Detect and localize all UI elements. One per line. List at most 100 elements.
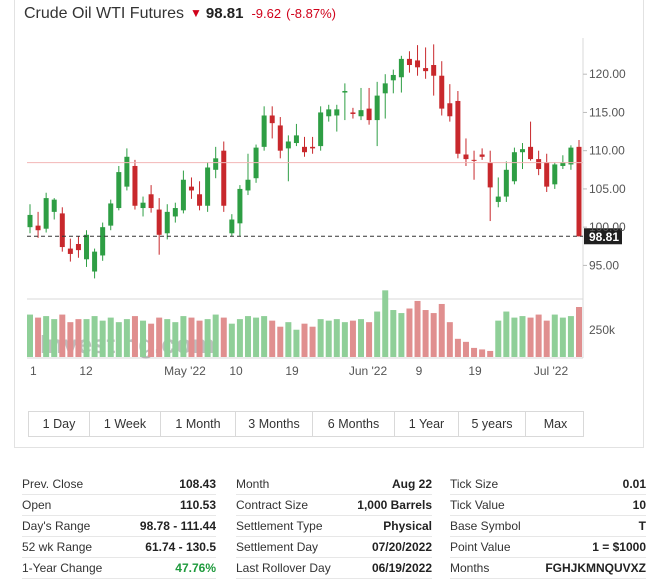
y-tick-label: 120.00	[589, 67, 626, 81]
candle-body	[390, 74, 396, 81]
price-change-percent: (-8.87%)	[286, 6, 336, 21]
volume-bar	[333, 319, 340, 357]
stat-row: Settlement Type Physical	[236, 516, 432, 537]
time-range-tabs: 1 Day 1 Week 1 Month 3 Months 6 Months 1 Year…	[28, 411, 584, 437]
stats-column-1: Prev. Close 108.43 Open 110.53 Day's Range 98…	[22, 474, 216, 579]
volume-bar	[253, 317, 260, 357]
candle-body	[269, 115, 275, 124]
price-change: -9.62	[251, 6, 282, 21]
x-tick-label: Jul '22	[534, 364, 569, 378]
candle-body	[67, 248, 73, 254]
volume-bar	[398, 313, 405, 357]
stat-label: Tick Value	[450, 498, 505, 512]
volume-bar	[228, 323, 235, 357]
stat-value: FGHJKMNQUVXZ	[545, 561, 646, 575]
volume-bar	[180, 316, 187, 357]
volume-bar	[543, 320, 550, 357]
candle-body	[374, 95, 380, 121]
candle-body	[229, 219, 235, 234]
candle-body	[277, 125, 283, 151]
candle-body	[447, 103, 453, 117]
volume-bar	[59, 314, 66, 357]
candle-body	[576, 146, 582, 237]
volume-bar	[269, 320, 276, 357]
range-tab-6-months[interactable]: 6 Months	[313, 412, 395, 436]
stat-value: 47.76%	[175, 561, 216, 575]
price-chart[interactable]: Investing.com 98.81 120.00115.00110.0010…	[0, 0, 659, 400]
arrow-down-icon: ▼	[190, 6, 202, 20]
candle-body	[148, 194, 154, 209]
stat-value: Aug 22	[391, 477, 432, 491]
volume-bar	[390, 310, 397, 357]
candle-body	[156, 209, 162, 235]
range-tab-max[interactable]: Max	[543, 417, 568, 431]
stat-label: 52 wk Range	[22, 540, 93, 554]
volume-bar	[567, 316, 574, 357]
volume-bar	[479, 349, 486, 357]
range-tab-1-week[interactable]: 1 Week	[90, 412, 161, 436]
volume-bar	[244, 316, 251, 357]
stat-row: Last Rollover Day 06/19/2022	[236, 558, 432, 579]
candle-body	[237, 188, 243, 224]
volume-bar	[511, 317, 518, 357]
stat-label: Base Symbol	[450, 519, 521, 533]
candle-body	[310, 146, 316, 149]
candle-body	[366, 108, 372, 121]
x-tick-label: 19	[468, 364, 482, 378]
volume-bar	[75, 319, 82, 357]
range-tab-1-year[interactable]: 1 Year	[395, 412, 459, 436]
volume-bar	[188, 317, 195, 357]
volume-bar	[148, 323, 155, 357]
candle-body	[140, 202, 146, 209]
volume-bar	[471, 347, 478, 357]
volume-bar	[503, 311, 510, 357]
last-price: 98.81	[205, 5, 244, 22]
volume-bar	[576, 307, 582, 357]
candle-body	[431, 65, 437, 76]
candle-body	[197, 194, 203, 206]
x-tick-label: 1	[30, 364, 37, 378]
volume-bar	[559, 317, 566, 357]
x-tick-label: 12	[79, 364, 93, 378]
candle-body	[43, 198, 49, 229]
candle-body	[511, 152, 517, 182]
range-tab-1-day[interactable]: 1 Day	[29, 412, 90, 436]
range-tab-1-month[interactable]: 1 Month	[161, 412, 236, 436]
candle-body	[261, 115, 267, 147]
volume-bar	[164, 319, 171, 357]
stat-label: Open	[22, 498, 52, 512]
y-tick-label: 115.00	[589, 105, 625, 119]
stat-value: T	[638, 519, 646, 533]
candle-body	[487, 162, 493, 188]
volume-bar	[196, 320, 203, 357]
stat-value: 61.74 - 130.5	[145, 540, 216, 554]
candle-body	[180, 179, 186, 211]
quote-header: Crude Oil WTI Futures ▼ 98.81 -9.62 (-8.…	[24, 5, 336, 27]
last-price-tag	[584, 228, 622, 245]
candle-body	[318, 112, 324, 147]
y-tick-label: 95.00	[589, 258, 619, 272]
y-tick-label: 110.00	[589, 144, 625, 158]
volume-bar	[462, 341, 469, 357]
stat-row: 1-Year Change 47.76%	[22, 558, 216, 579]
range-tab-5-years[interactable]: 5 years	[459, 412, 526, 436]
candle-body	[116, 172, 122, 209]
candle-body	[382, 83, 388, 94]
volume-bar	[156, 317, 163, 357]
stat-value: Physical	[383, 519, 432, 533]
x-tick-label: 10	[229, 364, 243, 378]
y-tick-label: 105.00	[589, 182, 626, 196]
candle-body	[108, 203, 114, 226]
stat-label: Tick Size	[450, 477, 499, 491]
volume-bar	[406, 308, 413, 357]
candle-body	[503, 169, 509, 197]
candle-body	[302, 146, 307, 153]
range-tab-3-months[interactable]: 3 Months	[236, 412, 313, 436]
stat-label: Months	[450, 561, 490, 575]
volume-bar	[83, 319, 90, 357]
stat-row: Prev. Close 108.43	[22, 474, 216, 495]
stat-row: 52 wk Range 61.74 - 130.5	[22, 537, 216, 558]
volume-bar	[285, 322, 292, 357]
stat-row: Contract Size 1,000 Barrels	[236, 495, 432, 516]
stat-row: Open 110.53	[22, 495, 216, 516]
